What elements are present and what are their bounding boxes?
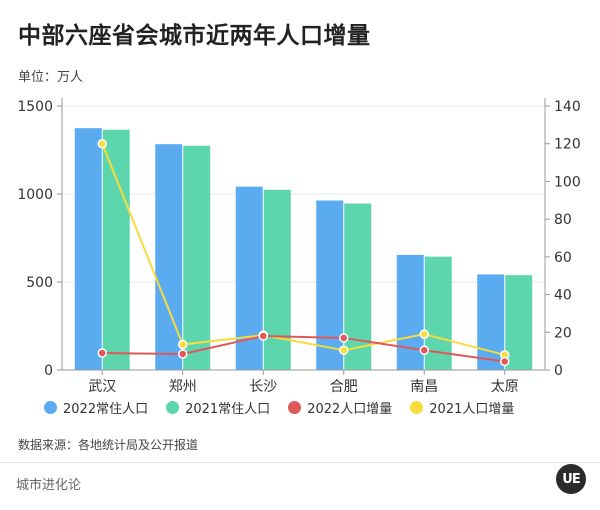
- legend-label-inc2022: 2022人口增量: [307, 402, 393, 417]
- right-axis-tick-label: 0: [554, 363, 563, 379]
- x-axis-category-label: 南昌: [410, 379, 438, 395]
- point-inc2022: [339, 333, 349, 343]
- legend-swatch-pop2021: [166, 401, 180, 414]
- left-axis-tick-label: 1500: [17, 99, 53, 115]
- series-line-inc2021: [101, 143, 505, 356]
- bar-pop2021: [263, 189, 291, 370]
- point-inc2022: [258, 331, 268, 341]
- bar-pop2021: [183, 145, 211, 370]
- legend-label-inc2021: 2021人口增量: [429, 402, 515, 417]
- bar-pop2022: [74, 128, 102, 370]
- point-inc2021: [97, 138, 107, 149]
- point-inc2022: [500, 356, 510, 367]
- legend-swatch-pop2022: [44, 401, 57, 414]
- legend-swatch-inc2022: [288, 401, 302, 414]
- bar-pop2021: [102, 129, 130, 370]
- right-axis-tick-label: 60: [554, 250, 572, 266]
- legend-swatch-inc2021: [410, 401, 424, 414]
- legend-item-pop2021: 2021常住人口: [166, 398, 270, 417]
- x-axis-category-label: 郑州: [169, 379, 197, 395]
- point-inc2022: [419, 345, 429, 355]
- footer-brand: 城市进化论: [16, 478, 82, 493]
- right-axis-tick-label: 100: [554, 174, 581, 190]
- x-axis-category-label: 长沙: [249, 379, 277, 395]
- point-inc2022: [97, 348, 107, 358]
- right-axis-tick-label: 120: [554, 137, 581, 153]
- brand-logo: UE: [556, 464, 586, 494]
- bar-pop2022: [396, 254, 424, 370]
- bar-pop2022: [316, 200, 344, 370]
- legend-item-pop2022: 2022常住人口: [44, 398, 148, 417]
- chart-legend: 2022常住人口 2021常住人口 2022人口增量 2021人口增量: [44, 398, 514, 417]
- data-source: 数据来源：各地统计局及公开报道: [18, 438, 199, 452]
- point-inc2022: [178, 349, 188, 359]
- point-inc2021: [419, 329, 429, 339]
- right-axis-tick-label: 80: [554, 212, 572, 228]
- legend-item-inc2021: 2021人口增量: [410, 398, 514, 417]
- combo-chart: 0 500 1000 1500 0 20 40 60 80 100 120 140 武汉 郑州 长沙 合肥 南昌…: [17, 98, 581, 395]
- right-axis-tick-label: 140: [554, 99, 581, 115]
- left-axis-tick-label: 1000: [17, 187, 53, 203]
- bar-pop2021: [505, 275, 533, 370]
- left-axis-tick-label: 500: [26, 275, 53, 291]
- legend-label-pop2022: 2022常住人口: [63, 402, 149, 417]
- x-axis-category-label: 合肥: [330, 379, 358, 395]
- left-axis-tick-label: 0: [44, 363, 53, 379]
- legend-label-pop2021: 2021常住人口: [185, 402, 271, 417]
- right-axis-tick-label: 20: [554, 325, 572, 341]
- series-line-inc2022: [102, 335, 505, 363]
- x-axis-category-label: 太原: [491, 379, 519, 395]
- right-axis-tick-label: 40: [554, 288, 572, 304]
- point-inc2021: [339, 345, 349, 355]
- bar-pop2022: [235, 186, 263, 370]
- footer-divider: [0, 462, 600, 463]
- chart-title: 中部六座省会城市近两年人口增量: [18, 23, 371, 49]
- legend-item-inc2022: 2022人口增量: [288, 398, 392, 417]
- bar-pop2022: [155, 144, 183, 370]
- x-axis-category-label: 武汉: [88, 379, 116, 395]
- unit-label: 单位：万人: [18, 70, 84, 85]
- point-inc2021: [178, 339, 188, 350]
